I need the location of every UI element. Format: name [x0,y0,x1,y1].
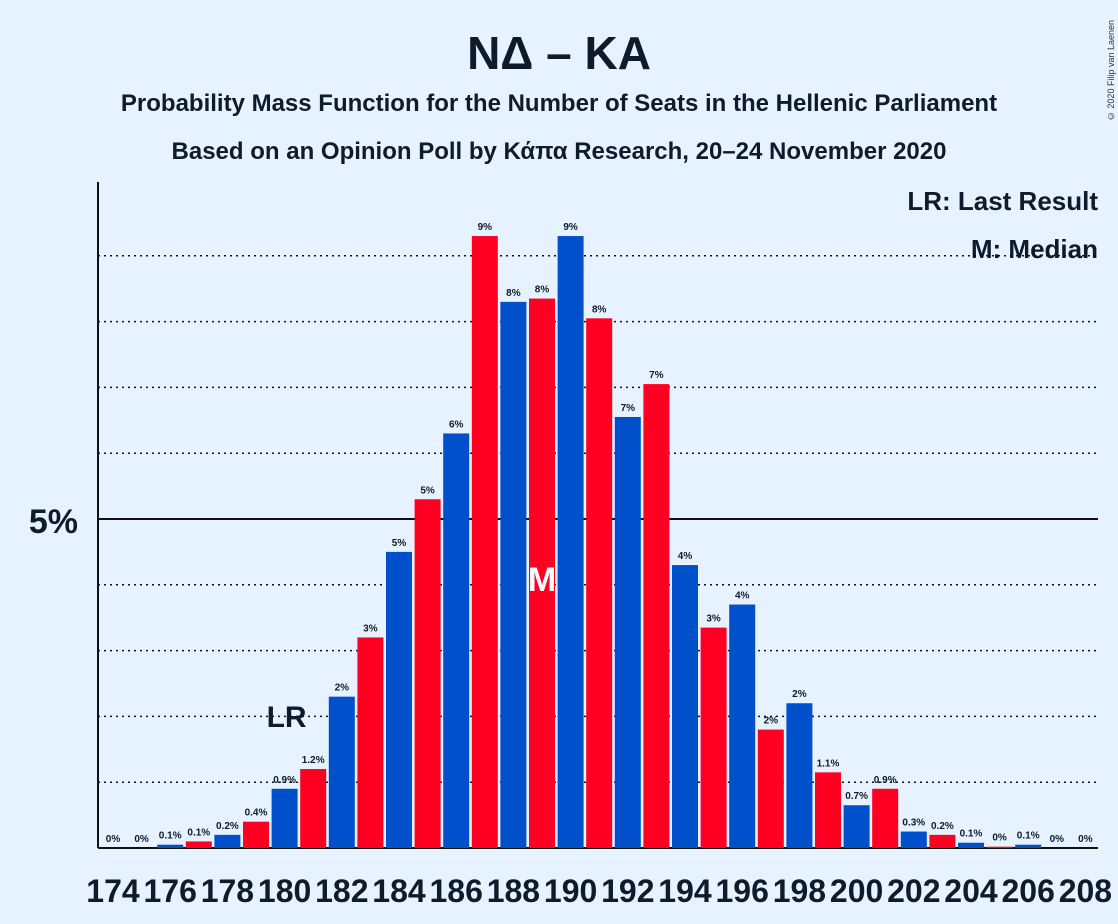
bar-195 [700,627,727,848]
bar-label-194: 4% [678,551,693,562]
bar-label-202: 0.3% [902,818,925,829]
x-tick-label: 198 [773,873,826,909]
bar-label-208: 0% [1078,834,1093,845]
bar-187 [471,236,498,848]
bar-label-182: 2% [335,683,350,694]
bar-192 [614,417,641,848]
bar-label-198: 2% [792,689,807,700]
bar-176 [157,844,184,848]
bar-181 [300,769,327,848]
x-tick-label: 178 [201,873,254,909]
bar-label-190: 9% [563,222,578,233]
legend-last-result: LR: Last Result [907,186,1098,216]
x-tick-label: 182 [315,873,368,909]
bar-label-185: 5% [420,485,435,496]
bar-186 [443,433,470,848]
bar-197 [757,729,784,848]
x-tick-label: 202 [887,873,940,909]
bar-label-196: 4% [735,591,750,602]
bar-200 [843,805,870,848]
x-tick-label: 190 [544,873,597,909]
median-marker: M [528,561,556,599]
bar-label-176: 0.1% [159,831,182,842]
x-tick-label: 200 [830,873,883,909]
bar-label-186: 6% [449,419,464,430]
x-tick-label: 188 [487,873,540,909]
bar-191 [586,318,613,848]
y-tick-label: 5% [29,503,78,541]
bar-204 [958,842,984,848]
bar-label-200: 0.7% [845,791,868,802]
x-tick-label: 206 [1002,873,1055,909]
bar-188 [500,301,527,848]
bar-label-203: 0.2% [931,821,954,832]
bar-203 [929,834,956,848]
bar-label-177: 0.1% [187,827,210,838]
bar-label-183: 3% [363,623,378,634]
bar-label-204: 0.1% [960,829,983,840]
bar-label-187: 9% [478,222,493,233]
bar-label-193: 7% [649,370,664,381]
last-result-marker: LR [267,701,307,734]
legend-median: M: Median [970,234,1098,264]
bar-label-179: 0.4% [245,808,268,819]
bar-182 [328,696,355,848]
bar-label-201: 0.9% [874,775,897,786]
bar-206 [1015,844,1042,848]
x-tick-label: 184 [372,873,426,909]
bar-201 [872,788,899,848]
bar-label-207: 0% [1050,834,1065,845]
bar-label-180: 0.9% [273,775,296,786]
bar-194 [672,565,698,848]
bar-label-178: 0.2% [216,821,239,832]
bar-label-189: 8% [535,285,550,296]
bar-198 [786,703,813,848]
bar-label-188: 8% [506,288,521,299]
x-tick-label: 194 [658,873,712,909]
bar-196 [729,604,756,848]
bar-label-174: 0% [106,834,121,845]
bar-177 [185,841,212,848]
chart-subtitle: Probability Mass Function for the Number… [120,90,998,117]
bar-180 [271,788,298,848]
x-tick-label: 180 [258,873,311,909]
bar-label-184: 5% [392,538,407,549]
x-tick-label: 192 [601,873,654,909]
chart-subtitle-source: Based on an Opinion Poll by Κάπα Researc… [171,138,947,165]
bar-label-205: 0% [992,833,1007,844]
bar-179 [243,821,269,848]
bar-label-195: 3% [706,614,721,625]
chart-title: ΝΔ – ΚΑ [467,27,651,79]
bar-label-206: 0.1% [1017,831,1040,842]
x-tick-label: 174 [86,873,140,909]
bar-label-175: 0% [134,834,149,845]
bar-199 [815,772,841,848]
bar-190 [557,236,584,848]
bar-178 [214,834,241,848]
x-tick-label: 208 [1059,873,1112,909]
x-tick-label: 204 [944,873,998,909]
bar-205 [986,846,1013,848]
x-tick-label: 196 [716,873,769,909]
x-tick-label: 186 [430,873,483,909]
bar-184 [386,551,412,848]
bar-185 [414,499,441,848]
bar-label-199: 1.1% [817,758,840,769]
bar-label-197: 2% [764,716,779,727]
bar-183 [357,637,384,848]
x-tick-label: 176 [144,873,197,909]
bar-189 [529,298,555,848]
bar-label-191: 8% [592,304,607,315]
bar-label-181: 1.2% [302,755,325,766]
bar-label-192: 7% [621,403,636,414]
bar-202 [900,831,927,848]
bar-193 [643,384,670,848]
